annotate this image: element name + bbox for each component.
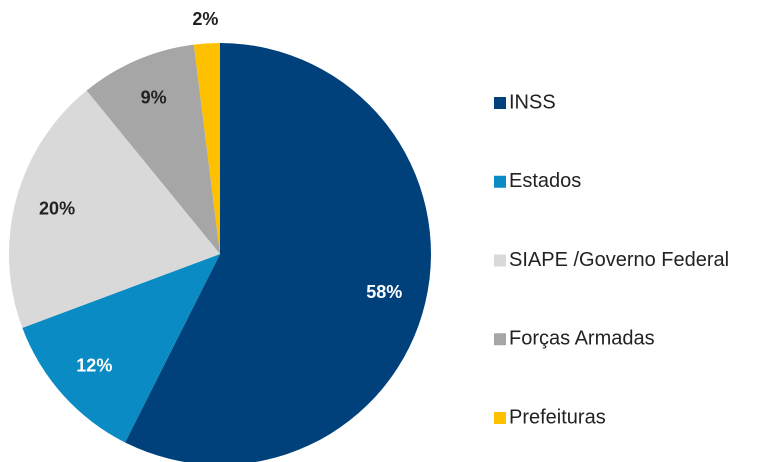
value-label: 58%	[366, 282, 402, 302]
legend-label: SIAPE /Governo Federal	[509, 249, 729, 271]
value-label: 12%	[76, 355, 112, 375]
value-label: 20%	[39, 199, 75, 219]
pie-slice	[86, 44, 220, 254]
legend-swatch	[494, 333, 506, 346]
pie-slice	[8, 90, 220, 328]
legend-swatch	[494, 175, 506, 188]
legend-swatch	[494, 254, 506, 267]
value-label: 9%	[141, 88, 167, 108]
legend-swatch	[494, 412, 506, 424]
pie-slice	[193, 43, 220, 254]
legend-label: Prefeituras	[509, 406, 606, 428]
pie-slice	[125, 43, 431, 462]
value-label: 2%	[192, 9, 218, 29]
pie-slice	[22, 254, 220, 443]
legend-label: INSS	[509, 91, 556, 113]
legend-swatch	[494, 97, 506, 109]
legend-label: Estados	[509, 170, 581, 192]
legend-label: Forças Armadas	[509, 328, 655, 350]
